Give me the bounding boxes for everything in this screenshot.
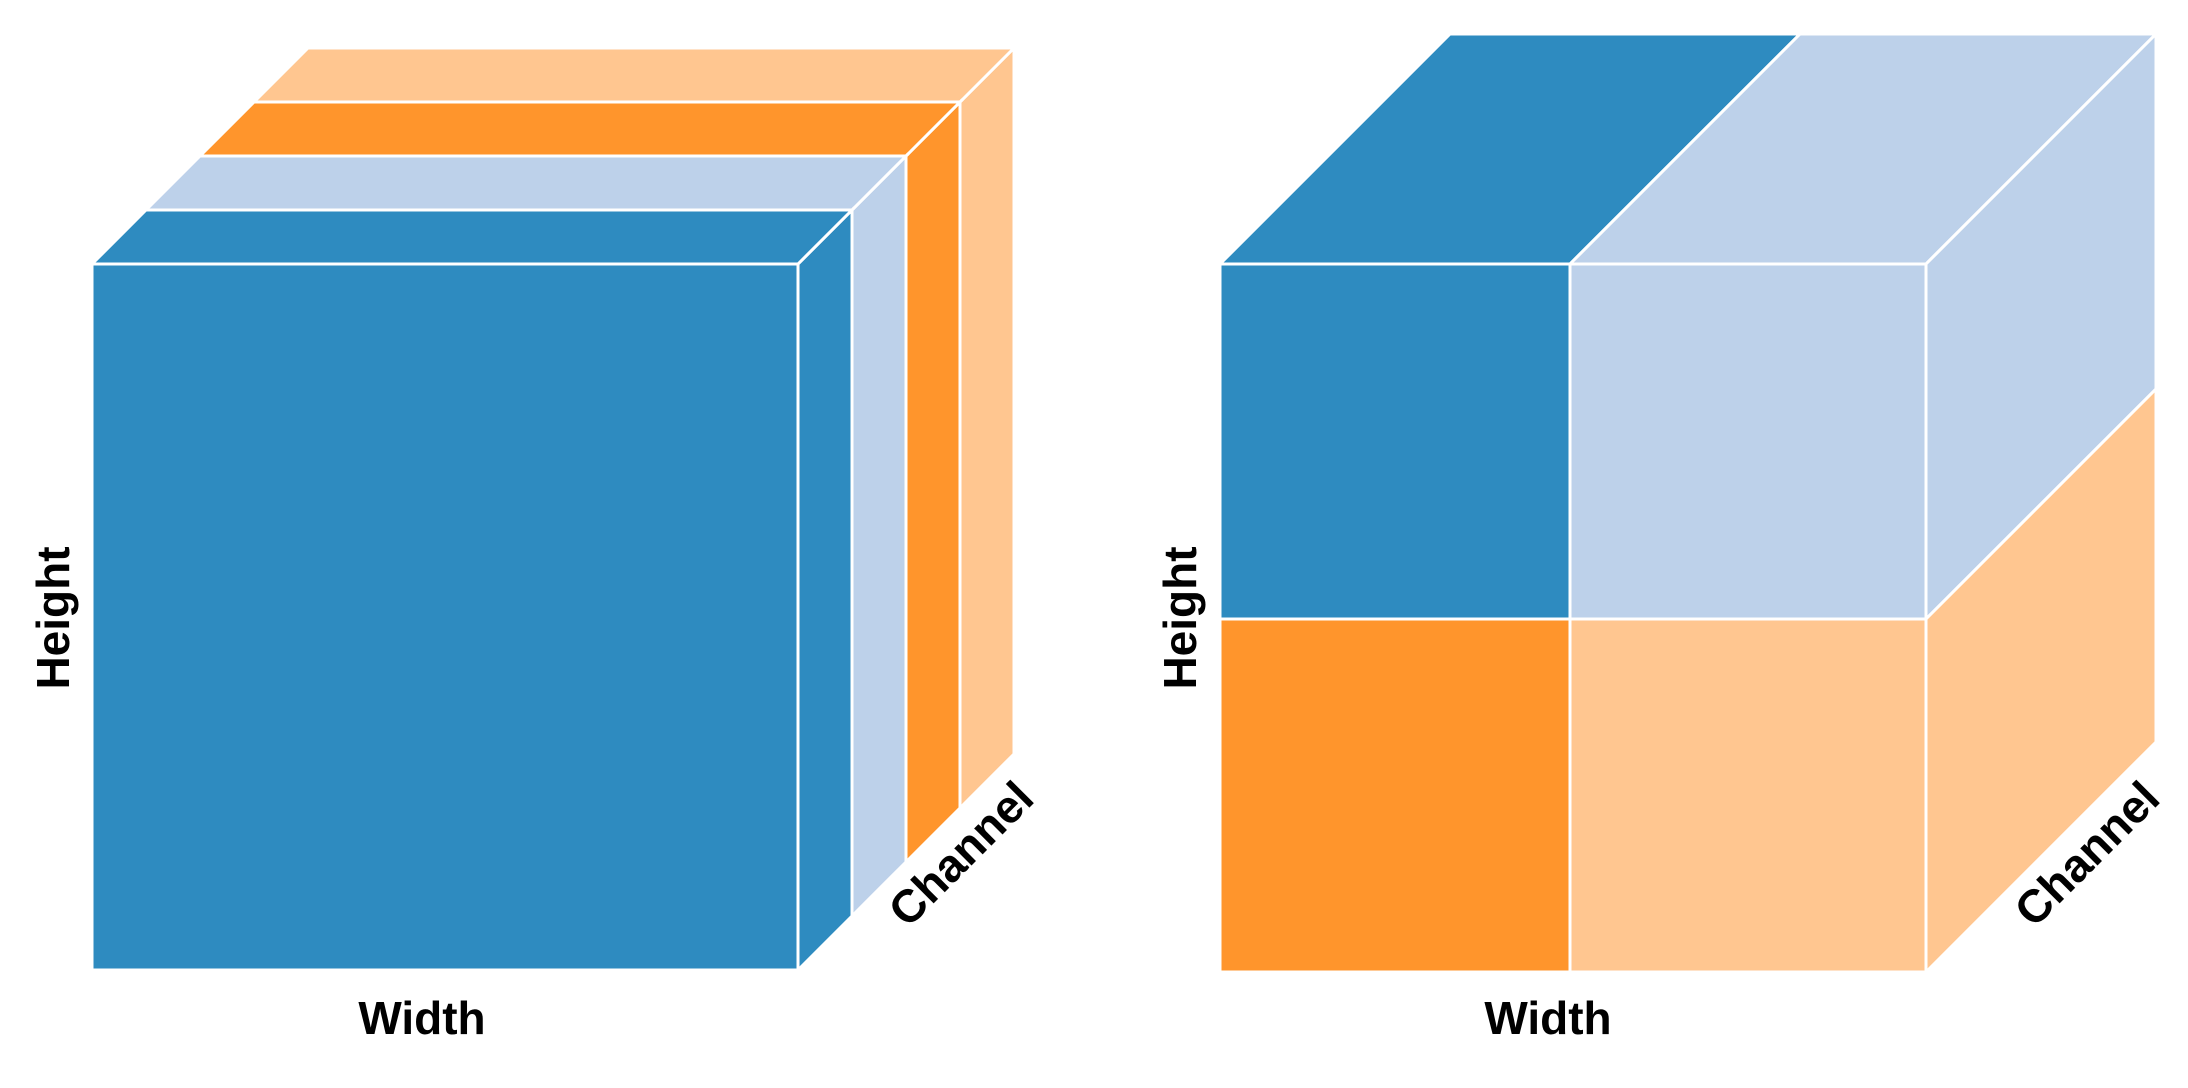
slice-3-side-dark-orange xyxy=(904,98,962,866)
right-width-label: Width xyxy=(1484,992,1611,1044)
right-cube-spatial-quadrants xyxy=(1216,30,2160,976)
left-cube-channel-slices xyxy=(88,44,1018,974)
slice-4-side-light-orange xyxy=(958,44,1016,812)
slice-2-side-light-blue xyxy=(850,152,908,920)
left-height-label: Height xyxy=(27,546,79,689)
left-width-label: Width xyxy=(358,992,485,1044)
front-quadrant-bottom-right xyxy=(1568,617,1928,974)
slice-1-side-dark-blue xyxy=(796,206,854,974)
right-height-label: Height xyxy=(1154,546,1206,689)
slice-3-top-dark-orange xyxy=(196,100,964,158)
front-quadrant-top-right xyxy=(1568,262,1928,621)
slice-4-top-light-orange xyxy=(250,46,1018,104)
slice-1-front-dark-blue xyxy=(90,262,800,972)
front-quadrant-top-left xyxy=(1218,262,1572,621)
slice-1-top-dark-blue xyxy=(88,208,856,266)
front-quadrant-bottom-left xyxy=(1218,617,1572,974)
slice-2-top-light-blue xyxy=(142,154,910,212)
